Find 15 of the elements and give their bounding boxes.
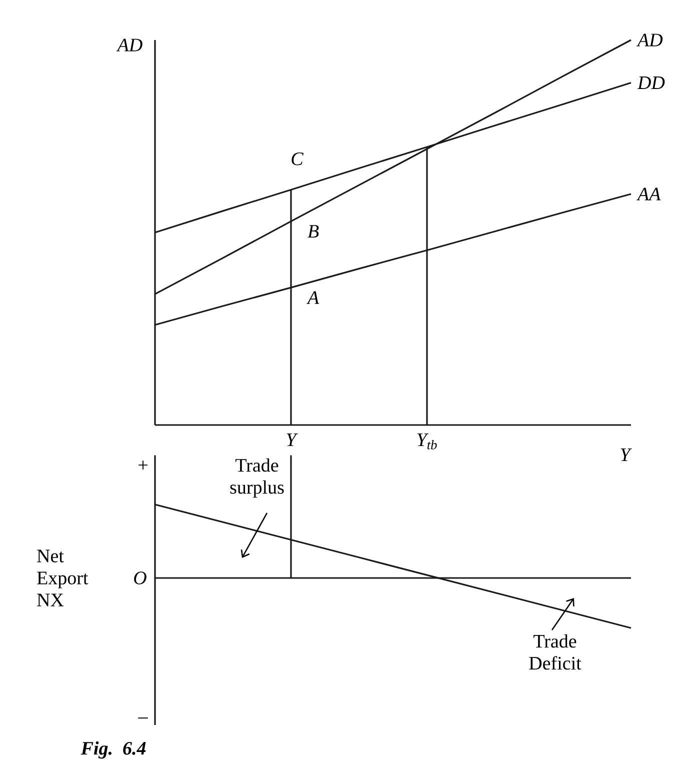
y-axis-title: AD [116, 38, 142, 52]
annotation: C [292, 152, 304, 166]
annotation: A [306, 291, 320, 304]
text: Trade Deficit [529, 634, 582, 670]
text: + [138, 460, 148, 470]
x-tick-label: Y$_{tb}$ [417, 434, 437, 450]
text: Trade surplus [230, 458, 284, 498]
text: O [134, 572, 146, 584]
x-axis-title: Y [620, 448, 632, 461]
y-axis-title: Net Export NX [37, 550, 88, 606]
annotation: B [308, 225, 319, 238]
caption: Fig. 6.4 [80, 741, 146, 759]
series-label: AD [636, 34, 663, 46]
series-label: AA [636, 188, 661, 200]
series-label: DD [637, 76, 665, 89]
